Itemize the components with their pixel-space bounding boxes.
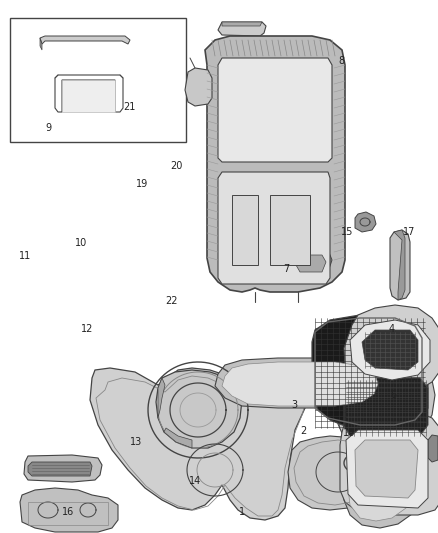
Text: 14: 14 xyxy=(189,476,201,486)
Polygon shape xyxy=(362,330,418,370)
Polygon shape xyxy=(222,362,378,406)
Text: 22: 22 xyxy=(166,296,178,306)
Polygon shape xyxy=(270,195,310,265)
Text: 8: 8 xyxy=(339,56,345,66)
Polygon shape xyxy=(348,452,416,521)
Polygon shape xyxy=(218,22,266,36)
Text: 18: 18 xyxy=(343,428,356,438)
Polygon shape xyxy=(355,440,418,498)
Polygon shape xyxy=(305,220,328,242)
Polygon shape xyxy=(340,412,438,515)
Text: 9: 9 xyxy=(45,123,51,133)
Polygon shape xyxy=(40,38,42,50)
Polygon shape xyxy=(222,22,262,26)
Text: 12: 12 xyxy=(81,325,93,334)
Polygon shape xyxy=(428,435,438,462)
Polygon shape xyxy=(355,212,376,232)
Text: 2: 2 xyxy=(300,426,306,435)
Polygon shape xyxy=(338,358,435,452)
Polygon shape xyxy=(164,428,192,448)
Polygon shape xyxy=(156,370,242,448)
Text: 21: 21 xyxy=(123,102,135,111)
Text: 7: 7 xyxy=(283,264,289,273)
Polygon shape xyxy=(232,195,258,265)
Text: 6: 6 xyxy=(390,391,396,400)
Bar xyxy=(10,18,186,142)
Polygon shape xyxy=(288,436,390,510)
Text: 1: 1 xyxy=(239,507,245,516)
Text: 13: 13 xyxy=(130,438,142,447)
Polygon shape xyxy=(205,36,345,292)
Polygon shape xyxy=(218,172,330,284)
Text: 16: 16 xyxy=(62,507,74,516)
Text: 20: 20 xyxy=(170,161,182,171)
Polygon shape xyxy=(368,434,392,452)
Polygon shape xyxy=(218,58,332,162)
Polygon shape xyxy=(394,230,405,300)
Polygon shape xyxy=(20,488,118,532)
Text: 11: 11 xyxy=(19,251,32,261)
Polygon shape xyxy=(346,430,428,508)
Polygon shape xyxy=(40,36,130,44)
Polygon shape xyxy=(390,230,410,300)
Text: 15: 15 xyxy=(341,227,353,237)
Text: 10: 10 xyxy=(75,238,87,247)
Polygon shape xyxy=(24,455,102,482)
Polygon shape xyxy=(296,255,326,272)
Polygon shape xyxy=(215,358,382,408)
Polygon shape xyxy=(28,462,92,476)
Polygon shape xyxy=(292,246,332,278)
Polygon shape xyxy=(312,315,428,432)
Polygon shape xyxy=(344,378,428,438)
Polygon shape xyxy=(342,442,425,528)
Polygon shape xyxy=(90,368,322,520)
Polygon shape xyxy=(344,305,438,396)
Text: 3: 3 xyxy=(291,400,297,410)
Polygon shape xyxy=(62,80,115,112)
Text: 17: 17 xyxy=(403,227,416,237)
Text: 4: 4 xyxy=(389,325,395,334)
Text: 19: 19 xyxy=(136,179,148,189)
Polygon shape xyxy=(158,378,165,418)
Polygon shape xyxy=(185,68,212,106)
Polygon shape xyxy=(350,320,430,380)
